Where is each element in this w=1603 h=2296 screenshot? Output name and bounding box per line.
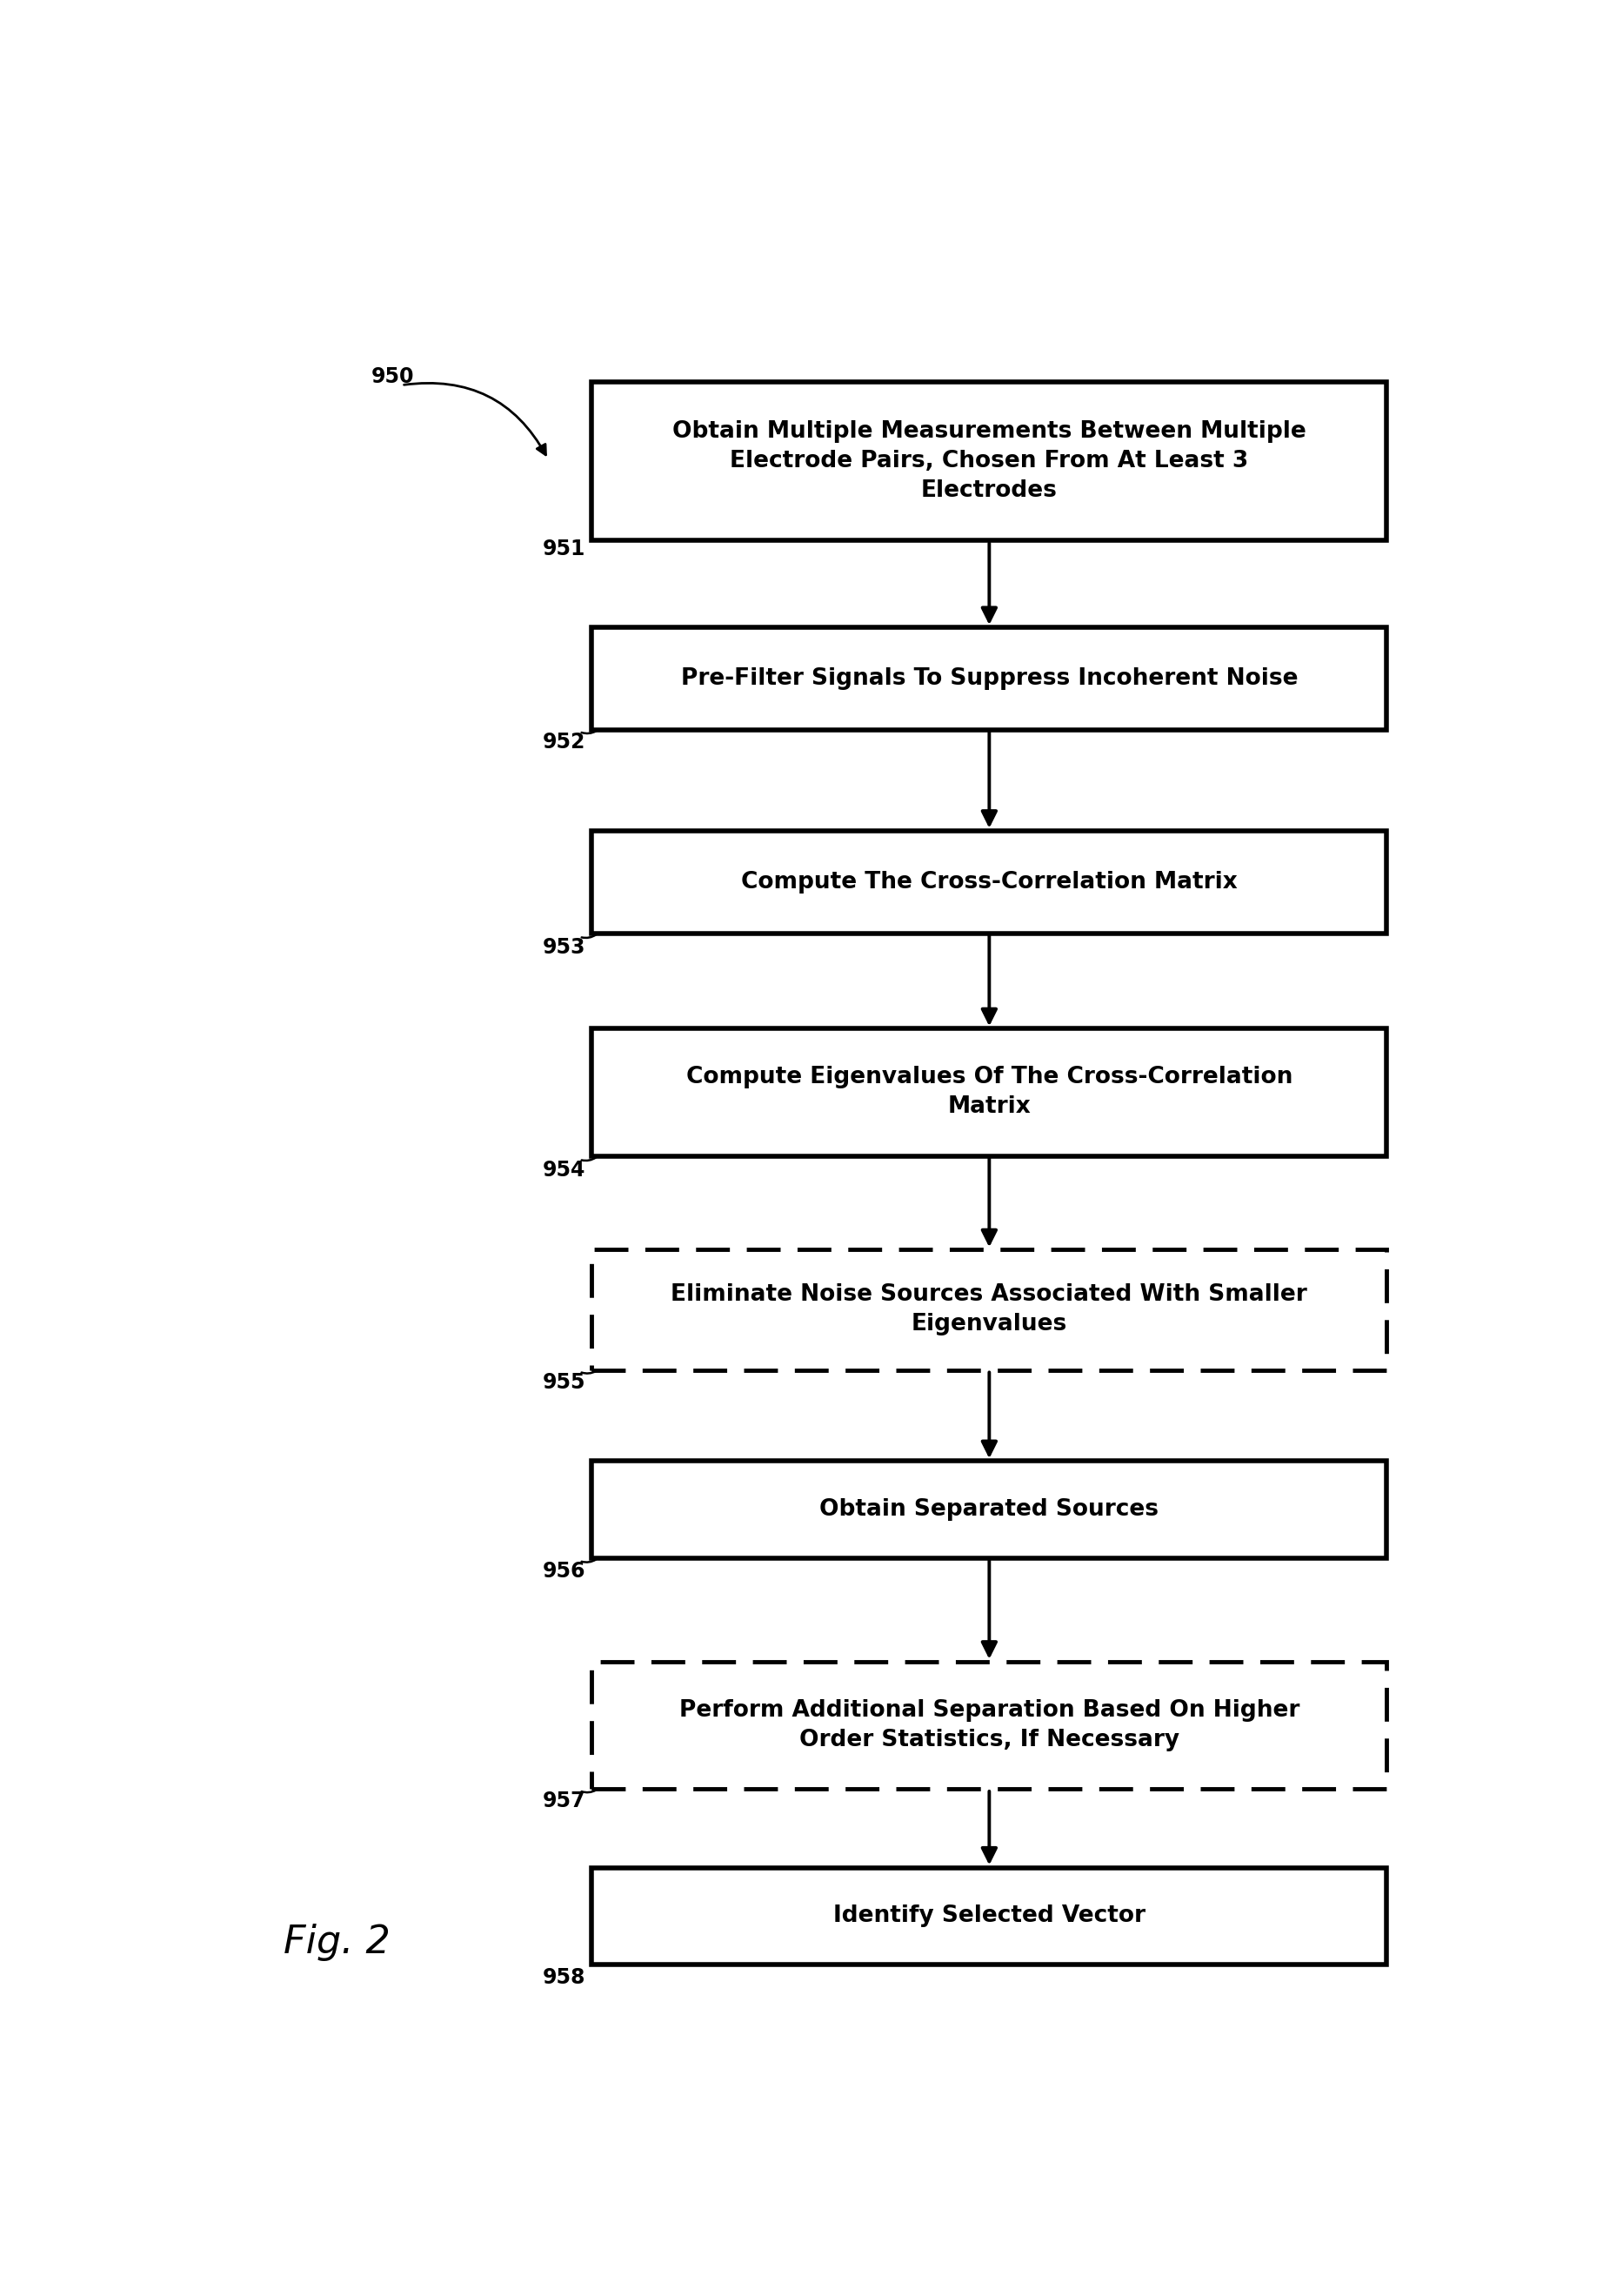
FancyBboxPatch shape <box>592 1662 1387 1789</box>
FancyBboxPatch shape <box>592 627 1387 730</box>
Text: 952: 952 <box>542 732 585 753</box>
FancyBboxPatch shape <box>592 381 1387 540</box>
Text: Obtain Separated Sources: Obtain Separated Sources <box>819 1499 1159 1520</box>
FancyArrowPatch shape <box>582 730 596 732</box>
Text: 955: 955 <box>542 1371 585 1391</box>
Text: 956: 956 <box>542 1561 585 1582</box>
FancyBboxPatch shape <box>592 1029 1387 1155</box>
Text: Compute Eigenvalues Of The Cross-Correlation
Matrix: Compute Eigenvalues Of The Cross-Correla… <box>686 1065 1292 1118</box>
Text: 958: 958 <box>542 1968 585 1988</box>
Text: 951: 951 <box>542 540 585 560</box>
FancyArrowPatch shape <box>582 934 596 937</box>
Text: Perform Additional Separation Based On Higher
Order Statistics, If Necessary: Perform Additional Separation Based On H… <box>680 1699 1300 1752</box>
Text: Fig. 2: Fig. 2 <box>284 1924 391 1961</box>
Text: 954: 954 <box>542 1159 585 1180</box>
FancyArrowPatch shape <box>582 1791 596 1793</box>
FancyArrowPatch shape <box>582 1371 596 1373</box>
FancyArrowPatch shape <box>582 1157 596 1159</box>
Text: Identify Selected Vector: Identify Selected Vector <box>834 1906 1146 1926</box>
FancyArrowPatch shape <box>582 1559 596 1561</box>
Text: 950: 950 <box>372 365 415 386</box>
Text: Eliminate Noise Sources Associated With Smaller
Eigenvalues: Eliminate Noise Sources Associated With … <box>672 1283 1308 1336</box>
Text: 953: 953 <box>542 937 585 957</box>
Text: 957: 957 <box>542 1791 585 1812</box>
Text: Compute The Cross-Correlation Matrix: Compute The Cross-Correlation Matrix <box>741 870 1238 893</box>
FancyBboxPatch shape <box>592 831 1387 932</box>
Text: Obtain Multiple Measurements Between Multiple
Electrode Pairs, Chosen From At Le: Obtain Multiple Measurements Between Mul… <box>672 420 1306 503</box>
FancyBboxPatch shape <box>592 1249 1387 1371</box>
FancyBboxPatch shape <box>592 1460 1387 1559</box>
FancyBboxPatch shape <box>592 1867 1387 1965</box>
Text: Pre-Filter Signals To Suppress Incoherent Noise: Pre-Filter Signals To Suppress Incoheren… <box>681 668 1298 689</box>
